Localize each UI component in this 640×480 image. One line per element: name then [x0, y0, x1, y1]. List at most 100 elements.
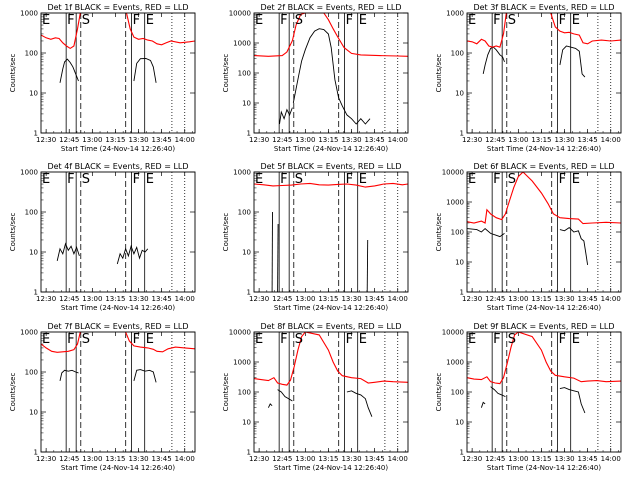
y-tick-label: 10 — [29, 409, 38, 417]
lld-series-line — [467, 332, 621, 385]
x-tick-label: 12:30 — [36, 455, 56, 463]
phase-marker-label: E — [146, 13, 154, 28]
x-tick-label: 13:45 — [152, 136, 172, 144]
events-series-line — [133, 58, 157, 83]
phase-marker-label: S — [82, 172, 90, 187]
y-tick-label: 1 — [247, 449, 251, 457]
x-tick-label: 13:30 — [554, 136, 574, 144]
y-tick-label: 100 — [25, 50, 38, 58]
phase-marker-label: F — [133, 172, 140, 187]
events-series-line — [480, 401, 486, 408]
panel-8: Det 8f BLACK = Events, RED = LLD Counts/s… — [222, 322, 409, 472]
panel-title: Det 3f BLACK = Events, RED = LLD — [473, 3, 614, 12]
y-tick-label: 10 — [29, 90, 38, 98]
phase-marker-label: E — [468, 13, 476, 28]
x-tick-label: 13:00 — [508, 295, 528, 303]
phase-marker-label: F — [67, 172, 74, 187]
x-axis-label: Start Time (24-Nov-14 12:26:40) — [487, 464, 601, 472]
y-tick-label: 1000 — [446, 359, 464, 367]
phase-marker-label: E — [146, 332, 154, 347]
x-tick-label: 13:15 — [531, 295, 551, 303]
y-tick-label: 10000 — [442, 329, 464, 337]
phase-marker-label: E — [572, 332, 580, 347]
lld-series-line — [254, 332, 408, 386]
phase-marker-label: F — [493, 332, 500, 347]
lld-series-line — [254, 13, 408, 57]
phase-marker-label: S — [295, 172, 303, 187]
x-tick-label: 13:00 — [82, 455, 102, 463]
y-tick-label: 1000 — [233, 359, 251, 367]
phase-marker-label: E — [359, 332, 367, 347]
y-tick-label: 1000 — [233, 169, 251, 177]
phase-marker-label: F — [280, 13, 287, 28]
y-tick-label: 1 — [34, 130, 38, 138]
x-tick-label: 13:00 — [295, 295, 315, 303]
x-tick-label: 13:00 — [295, 455, 315, 463]
y-tick-label: 10000 — [442, 169, 464, 177]
x-tick-label: 14:00 — [601, 455, 621, 463]
x-tick-label: 13:45 — [365, 295, 385, 303]
y-tick-label: 100 — [238, 209, 251, 217]
phase-marker-label: F — [133, 332, 140, 347]
y-axis-label: Counts/sec — [435, 213, 443, 252]
x-tick-label: 13:15 — [318, 136, 338, 144]
phase-marker-label: F — [133, 13, 140, 28]
phase-marker-label: F — [559, 13, 566, 28]
x-tick-label: 13:45 — [578, 295, 598, 303]
lld-series-line — [467, 172, 621, 225]
y-tick-label: 1000 — [20, 10, 38, 18]
x-tick-label: 13:00 — [508, 455, 528, 463]
events-series-line — [279, 107, 293, 125]
events-series-line — [559, 227, 589, 265]
plot-frame — [466, 331, 622, 453]
events-series-line — [559, 387, 586, 414]
x-tick-label: 12:45 — [485, 136, 505, 144]
phase-marker-label: E — [146, 172, 154, 187]
x-tick-label: 13:45 — [578, 136, 598, 144]
y-tick-label: 1 — [460, 289, 464, 297]
x-tick-label: 13:15 — [105, 136, 125, 144]
phase-marker-label: S — [82, 332, 90, 347]
lld-series-line — [467, 13, 507, 48]
y-tick-label: 10 — [242, 100, 251, 108]
phase-marker-label: F — [346, 13, 353, 28]
x-tick-label: 12:45 — [272, 136, 292, 144]
x-tick-label: 12:45 — [59, 295, 79, 303]
events-series-line — [490, 386, 506, 398]
x-tick-label: 13:30 — [554, 455, 574, 463]
x-tick-label: 13:15 — [318, 295, 338, 303]
x-tick-label: 14:00 — [601, 295, 621, 303]
y-tick-label: 1 — [247, 289, 251, 297]
events-series-line — [267, 403, 273, 408]
phase-marker-label: S — [508, 332, 516, 347]
x-tick-label: 13:30 — [128, 295, 148, 303]
panel-3: Det 3f BLACK = Events, RED = LLD Counts/s… — [435, 3, 622, 153]
x-tick-label: 13:15 — [318, 455, 338, 463]
x-axis-label: Start Time (24-Nov-14 12:26:40) — [487, 145, 601, 153]
phase-marker-label: F — [493, 13, 500, 28]
panel-title: Det 8f BLACK = Events, RED = LLD — [260, 322, 401, 331]
x-tick-label: 14:00 — [388, 455, 408, 463]
panel-title: Det 5f BLACK = Events, RED = LLD — [260, 162, 401, 171]
phase-marker-label: E — [468, 332, 476, 347]
events-series-line — [59, 369, 79, 381]
x-tick-label: 13:30 — [341, 295, 361, 303]
panel-title: Det 2f BLACK = Events, RED = LLD — [260, 3, 401, 12]
y-tick-label: 100 — [238, 70, 251, 78]
x-tick-label: 13:30 — [128, 136, 148, 144]
x-tick-label: 13:15 — [531, 455, 551, 463]
x-tick-label: 12:30 — [462, 295, 482, 303]
events-series-line — [56, 242, 80, 262]
plot-frame — [253, 171, 409, 293]
y-tick-label: 1 — [34, 289, 38, 297]
x-tick-label: 12:45 — [485, 295, 505, 303]
panel-title: Det 4f BLACK = Events, RED = LLD — [47, 162, 188, 171]
events-series-line — [346, 390, 373, 417]
y-tick-label: 10 — [29, 249, 38, 257]
x-axis-label: Start Time (24-Nov-14 12:26:40) — [61, 304, 175, 312]
y-axis-label: Counts/sec — [222, 54, 230, 93]
x-tick-label: 12:30 — [36, 295, 56, 303]
phase-marker-label: E — [359, 172, 367, 187]
panel-1: Det 1f BLACK = Events, RED = LLD Counts/s… — [9, 3, 196, 153]
